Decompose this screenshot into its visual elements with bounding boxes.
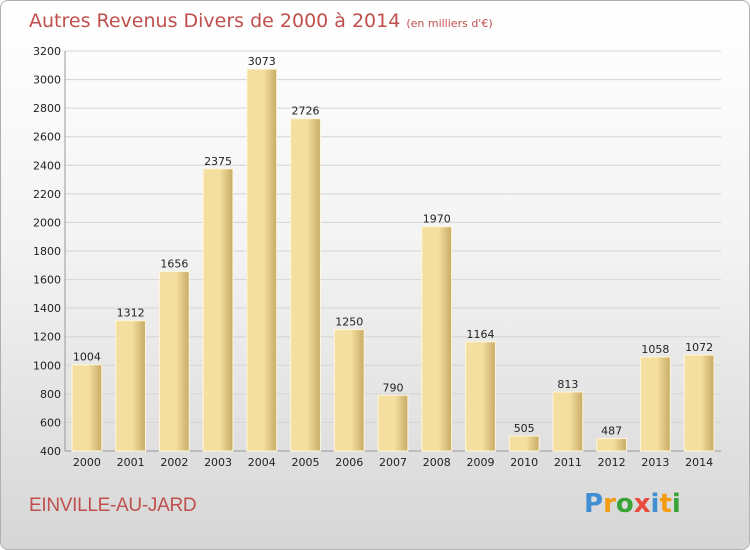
bar	[596, 438, 628, 452]
bar-value-label: 1004	[73, 351, 101, 364]
title-text: Autres Revenus Divers de 2000 à 2014	[29, 10, 401, 32]
bar-value-label: 790	[383, 381, 404, 394]
bar-value-label: 2726	[292, 105, 320, 118]
x-tick-label: 2012	[598, 456, 626, 469]
bar	[202, 168, 234, 452]
bar	[290, 118, 321, 452]
x-tick-label: 2002	[160, 456, 188, 469]
y-tick-label: 600	[40, 416, 61, 429]
x-tick-label: 2011	[554, 456, 582, 469]
x-tick-label: 2013	[641, 456, 669, 469]
bar-value-label: 1058	[641, 343, 669, 356]
logo-letter: r	[603, 489, 616, 519]
proxiti-logo: Proxiti	[584, 489, 681, 519]
bar-value-label: 813	[557, 378, 578, 391]
y-tick-label: 2600	[33, 131, 61, 144]
bar-value-label: 1250	[335, 316, 363, 329]
bar	[640, 356, 671, 452]
x-tick-label: 2005	[292, 456, 320, 469]
logo-letter: t	[659, 489, 672, 519]
bar	[158, 271, 190, 452]
y-tick-label: 1000	[33, 359, 61, 372]
chart-title: Autres Revenus Divers de 2000 à 2014 (en …	[29, 10, 493, 32]
bar-value-label: 1656	[160, 258, 188, 271]
bar-value-label: 3073	[248, 55, 276, 68]
bar	[71, 364, 103, 452]
y-tick-label: 400	[40, 445, 61, 458]
bar	[465, 341, 496, 452]
x-tick-label: 2007	[379, 456, 407, 469]
town-name: EINVILLE-AU-JARD	[29, 495, 197, 516]
x-tick-label: 2008	[423, 456, 451, 469]
logo-letter: P	[584, 489, 604, 519]
tick-labels: 400 600 800 1000 1200 1400 1600 1800 2000 2200 240…	[33, 45, 713, 469]
y-tick-label: 2400	[33, 159, 61, 172]
y-tick-label: 1600	[33, 274, 61, 287]
y-tick-label: 2200	[33, 188, 61, 201]
title-unit: (en milliers d'€)	[406, 17, 493, 30]
logo-letter: i	[650, 489, 660, 519]
logo-letter: x	[633, 489, 651, 519]
x-tick-label: 2001	[117, 456, 145, 469]
bar	[508, 435, 540, 452]
bar-value-label: 1312	[117, 307, 145, 320]
y-tick-label: 1400	[33, 302, 61, 315]
x-tick-label: 2010	[510, 456, 538, 469]
bar	[552, 391, 584, 452]
x-tick-label: 2009	[466, 456, 494, 469]
bar-value-label: 487	[601, 425, 622, 438]
y-tick-label: 2800	[33, 102, 61, 115]
bar-value-label: 1164	[466, 328, 494, 341]
bar-value-label: 2375	[204, 155, 232, 168]
y-tick-label: 1800	[33, 245, 61, 258]
logo-letter: o	[615, 489, 634, 519]
bar-value-label: 1072	[685, 341, 713, 354]
x-tick-label: 2006	[335, 456, 363, 469]
bar	[421, 226, 453, 452]
bar-value-label: 1970	[423, 213, 451, 226]
bar	[246, 68, 278, 452]
bar	[333, 329, 365, 452]
y-tick-label: 800	[40, 388, 61, 401]
logo-letter: i	[671, 489, 681, 519]
x-tick-label: 2004	[248, 456, 276, 469]
bar	[683, 354, 715, 452]
y-tick-label: 2000	[33, 216, 61, 229]
data-labels: 1004 1312 1656 2375 3073 2726 1250 790 1970 1164 5…	[73, 55, 713, 437]
grid-lines	[65, 50, 721, 452]
x-tick-label: 2000	[73, 456, 101, 469]
x-tick-label: 2014	[685, 456, 713, 469]
y-tick-label: 3200	[33, 45, 61, 58]
bar	[115, 320, 146, 452]
bar	[377, 394, 409, 452]
bars	[71, 68, 715, 452]
bar-value-label: 505	[514, 422, 535, 435]
x-tick-label: 2003	[204, 456, 232, 469]
y-tick-label: 1200	[33, 331, 61, 344]
y-tick-label: 3000	[33, 74, 61, 87]
